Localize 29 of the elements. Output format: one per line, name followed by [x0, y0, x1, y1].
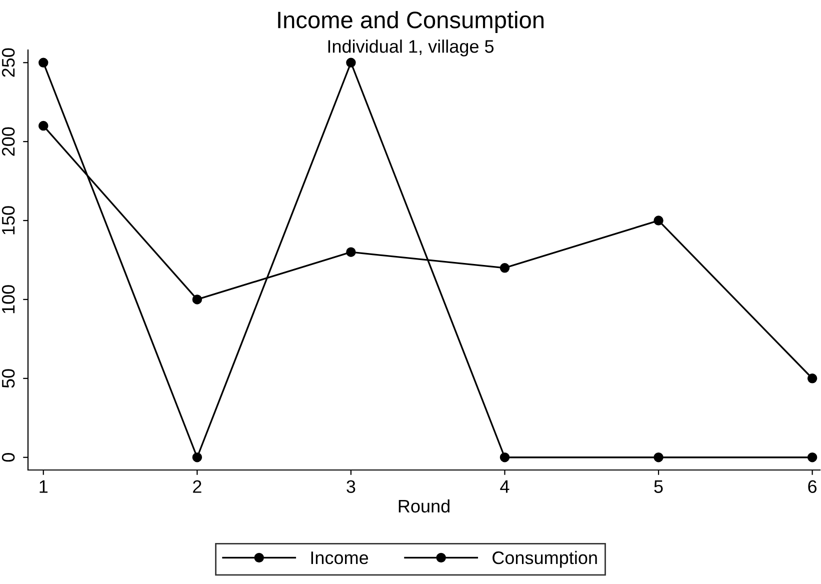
x-tick-label: 1: [40, 480, 48, 493]
point: [500, 263, 510, 273]
point: [38, 58, 48, 68]
x-tick-label: 6: [808, 480, 817, 493]
x-tick-label: 3: [346, 480, 356, 493]
point: [38, 120, 48, 131]
x-tick-label: 4: [500, 480, 510, 493]
point: [346, 58, 356, 68]
point: [654, 452, 664, 462]
y-tick-label: 100: [2, 285, 15, 314]
x-tick-label: 5: [654, 480, 663, 493]
x-tick-label: 2: [193, 480, 202, 493]
y-tick-label: 150: [2, 206, 15, 234]
chart-title: Income and Consumption: [278, 10, 544, 34]
chart-subtitle: Individual 1, village 5: [328, 40, 494, 56]
point: [807, 374, 818, 384]
x-axis-title: Round: [398, 499, 450, 513]
point: [807, 452, 818, 462]
point: [500, 452, 510, 462]
legend-label: Income: [311, 552, 368, 564]
point: [192, 294, 202, 304]
point: [654, 216, 664, 226]
point: [346, 247, 356, 257]
y-tick-label: 200: [2, 127, 15, 156]
y-tick-label: 50: [2, 369, 15, 388]
y-tick-label: 0: [2, 453, 15, 462]
y-tick-label: 250: [2, 48, 15, 77]
point: [192, 452, 202, 462]
legend-label: Consumption: [492, 550, 597, 568]
